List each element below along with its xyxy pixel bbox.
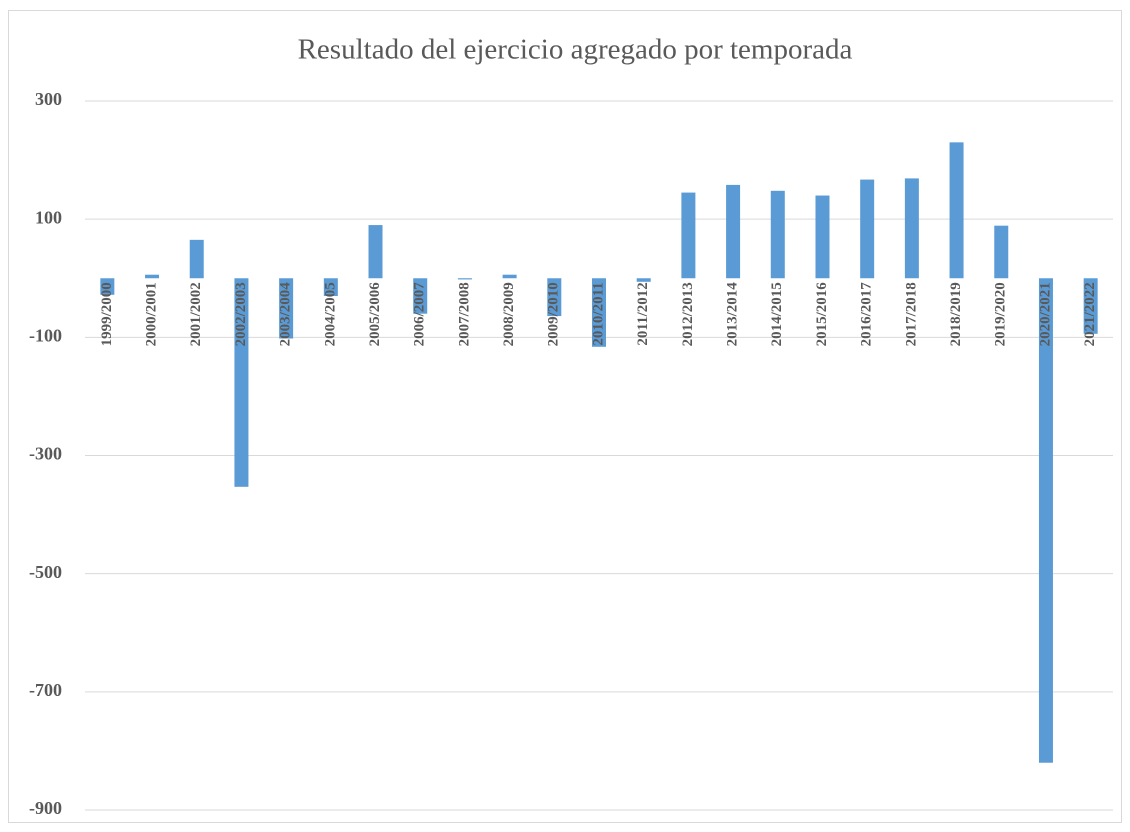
bar xyxy=(592,278,606,347)
bar xyxy=(1083,278,1098,334)
bar xyxy=(368,225,383,279)
y-tick-label: -300 xyxy=(29,444,62,464)
x-tick-label: 2001/2002 xyxy=(188,282,204,346)
bar xyxy=(145,274,160,279)
chart-border xyxy=(8,10,1122,823)
bar xyxy=(636,278,651,282)
x-tick-label: 2008/2009 xyxy=(501,282,517,346)
bar xyxy=(949,142,964,279)
bar xyxy=(234,278,249,487)
x-tick-label: 2010/2011 xyxy=(590,282,606,345)
bar xyxy=(1038,278,1053,763)
bar xyxy=(100,278,115,295)
x-tick-label: 2017/2018 xyxy=(903,282,919,346)
x-tick-label: 2011/2012 xyxy=(635,282,651,345)
bar xyxy=(323,278,338,296)
bar xyxy=(457,278,472,280)
chart-title: Resultado del ejercicio agregado por tem… xyxy=(298,34,853,66)
x-tick-label: 2005/2006 xyxy=(367,282,383,347)
y-tick-label: -500 xyxy=(29,562,62,582)
x-tick-label: 2020/2021 xyxy=(1037,282,1053,346)
y-tick-label: 100 xyxy=(35,207,62,227)
bar xyxy=(726,184,741,279)
x-tick-label: 2013/2014 xyxy=(725,282,741,347)
bar xyxy=(413,278,428,314)
bar xyxy=(547,278,562,317)
y-tick-label: -900 xyxy=(29,798,62,818)
bar xyxy=(681,192,696,279)
x-tick-label: 2004/2005 xyxy=(322,282,338,346)
x-tick-label: 2014/2015 xyxy=(769,282,785,346)
bar xyxy=(770,190,785,279)
x-tick-label: 2003/2004 xyxy=(278,282,294,347)
x-tick-label: 2019/2020 xyxy=(993,282,1009,346)
x-tick-label: 2000/2001 xyxy=(143,282,159,346)
x-tick-label: 2015/2016 xyxy=(814,282,830,347)
bar xyxy=(904,178,919,279)
x-tick-label: 2012/2013 xyxy=(680,282,696,346)
y-tick-label: -700 xyxy=(29,680,62,700)
x-tick-label: 2009/2010 xyxy=(546,282,562,346)
bar xyxy=(860,179,875,279)
bar xyxy=(815,195,830,279)
x-tick-label: 2016/2017 xyxy=(859,282,875,347)
x-tick-label: 1999/2000 xyxy=(99,282,115,346)
x-tick-label: 2006/2007 xyxy=(412,282,428,347)
bar xyxy=(279,278,294,339)
x-tick-label: 2002/2003 xyxy=(233,282,249,346)
bar xyxy=(994,225,1009,279)
bar xyxy=(502,274,517,279)
y-tick-label: -100 xyxy=(29,325,62,345)
y-tick-label: 300 xyxy=(35,89,62,109)
x-tick-label: 2007/2008 xyxy=(456,282,472,346)
x-tick-label: 2018/2019 xyxy=(948,282,964,346)
bar xyxy=(189,239,204,279)
x-tick-label: 2021/2022 xyxy=(1082,282,1098,346)
